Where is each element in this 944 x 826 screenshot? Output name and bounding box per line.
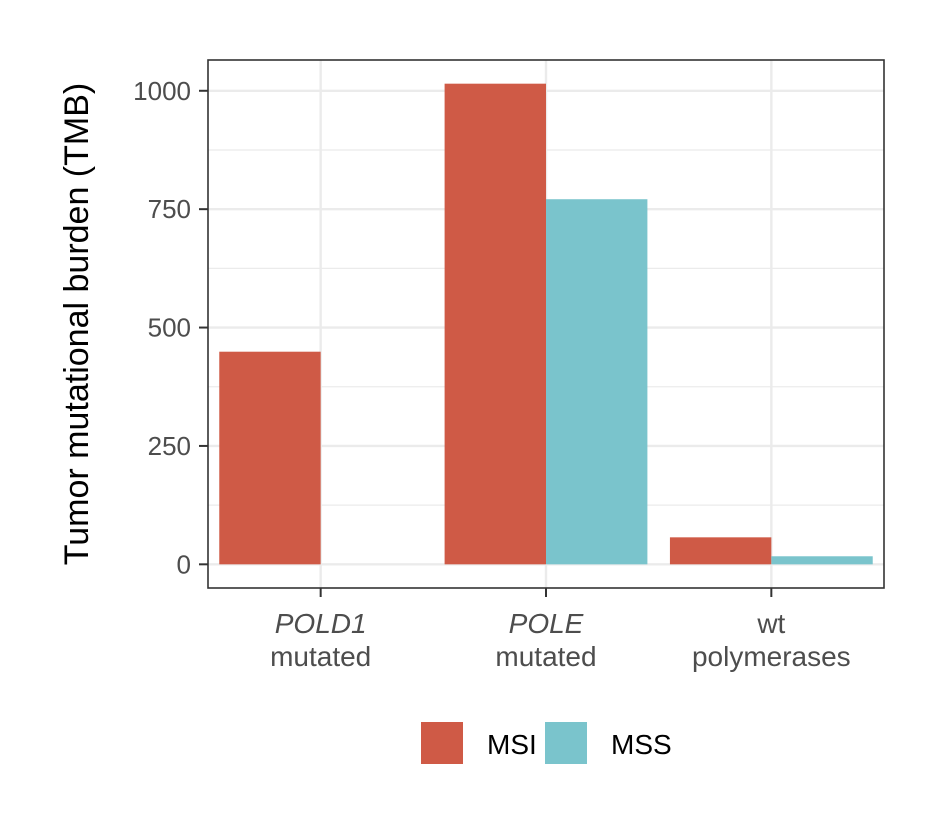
x-tick-label: polymerases [692, 641, 851, 672]
bar-msi [219, 351, 321, 565]
legend-label: MSI [487, 729, 537, 760]
x-tick-label: mutated [495, 641, 596, 672]
y-tick-label: 1000 [133, 76, 191, 106]
legend-key-msi [421, 722, 463, 764]
y-tick-label: 500 [148, 313, 191, 343]
bar-mss [546, 199, 648, 565]
x-tick-label: POLE [509, 608, 584, 639]
legend-key-mss [545, 722, 587, 764]
legend-label: MSS [611, 729, 672, 760]
y-tick-label: 250 [148, 431, 191, 461]
bar-msi [669, 537, 772, 565]
bar-mss [771, 556, 873, 565]
legend: MSI MSS [421, 722, 672, 764]
y-axis-title: Tumor mutational burden (TMB) [58, 83, 96, 565]
y-axis: 0 250 500 750 1000 [133, 76, 208, 579]
bar-msi [444, 83, 546, 565]
y-tick-label: 0 [177, 549, 191, 579]
x-tick-label: mutated [270, 641, 371, 672]
x-tick-label: POLD1 [275, 608, 367, 639]
y-tick-label: 750 [148, 194, 191, 224]
bars [219, 83, 873, 565]
x-tick-label: wt [756, 608, 785, 639]
